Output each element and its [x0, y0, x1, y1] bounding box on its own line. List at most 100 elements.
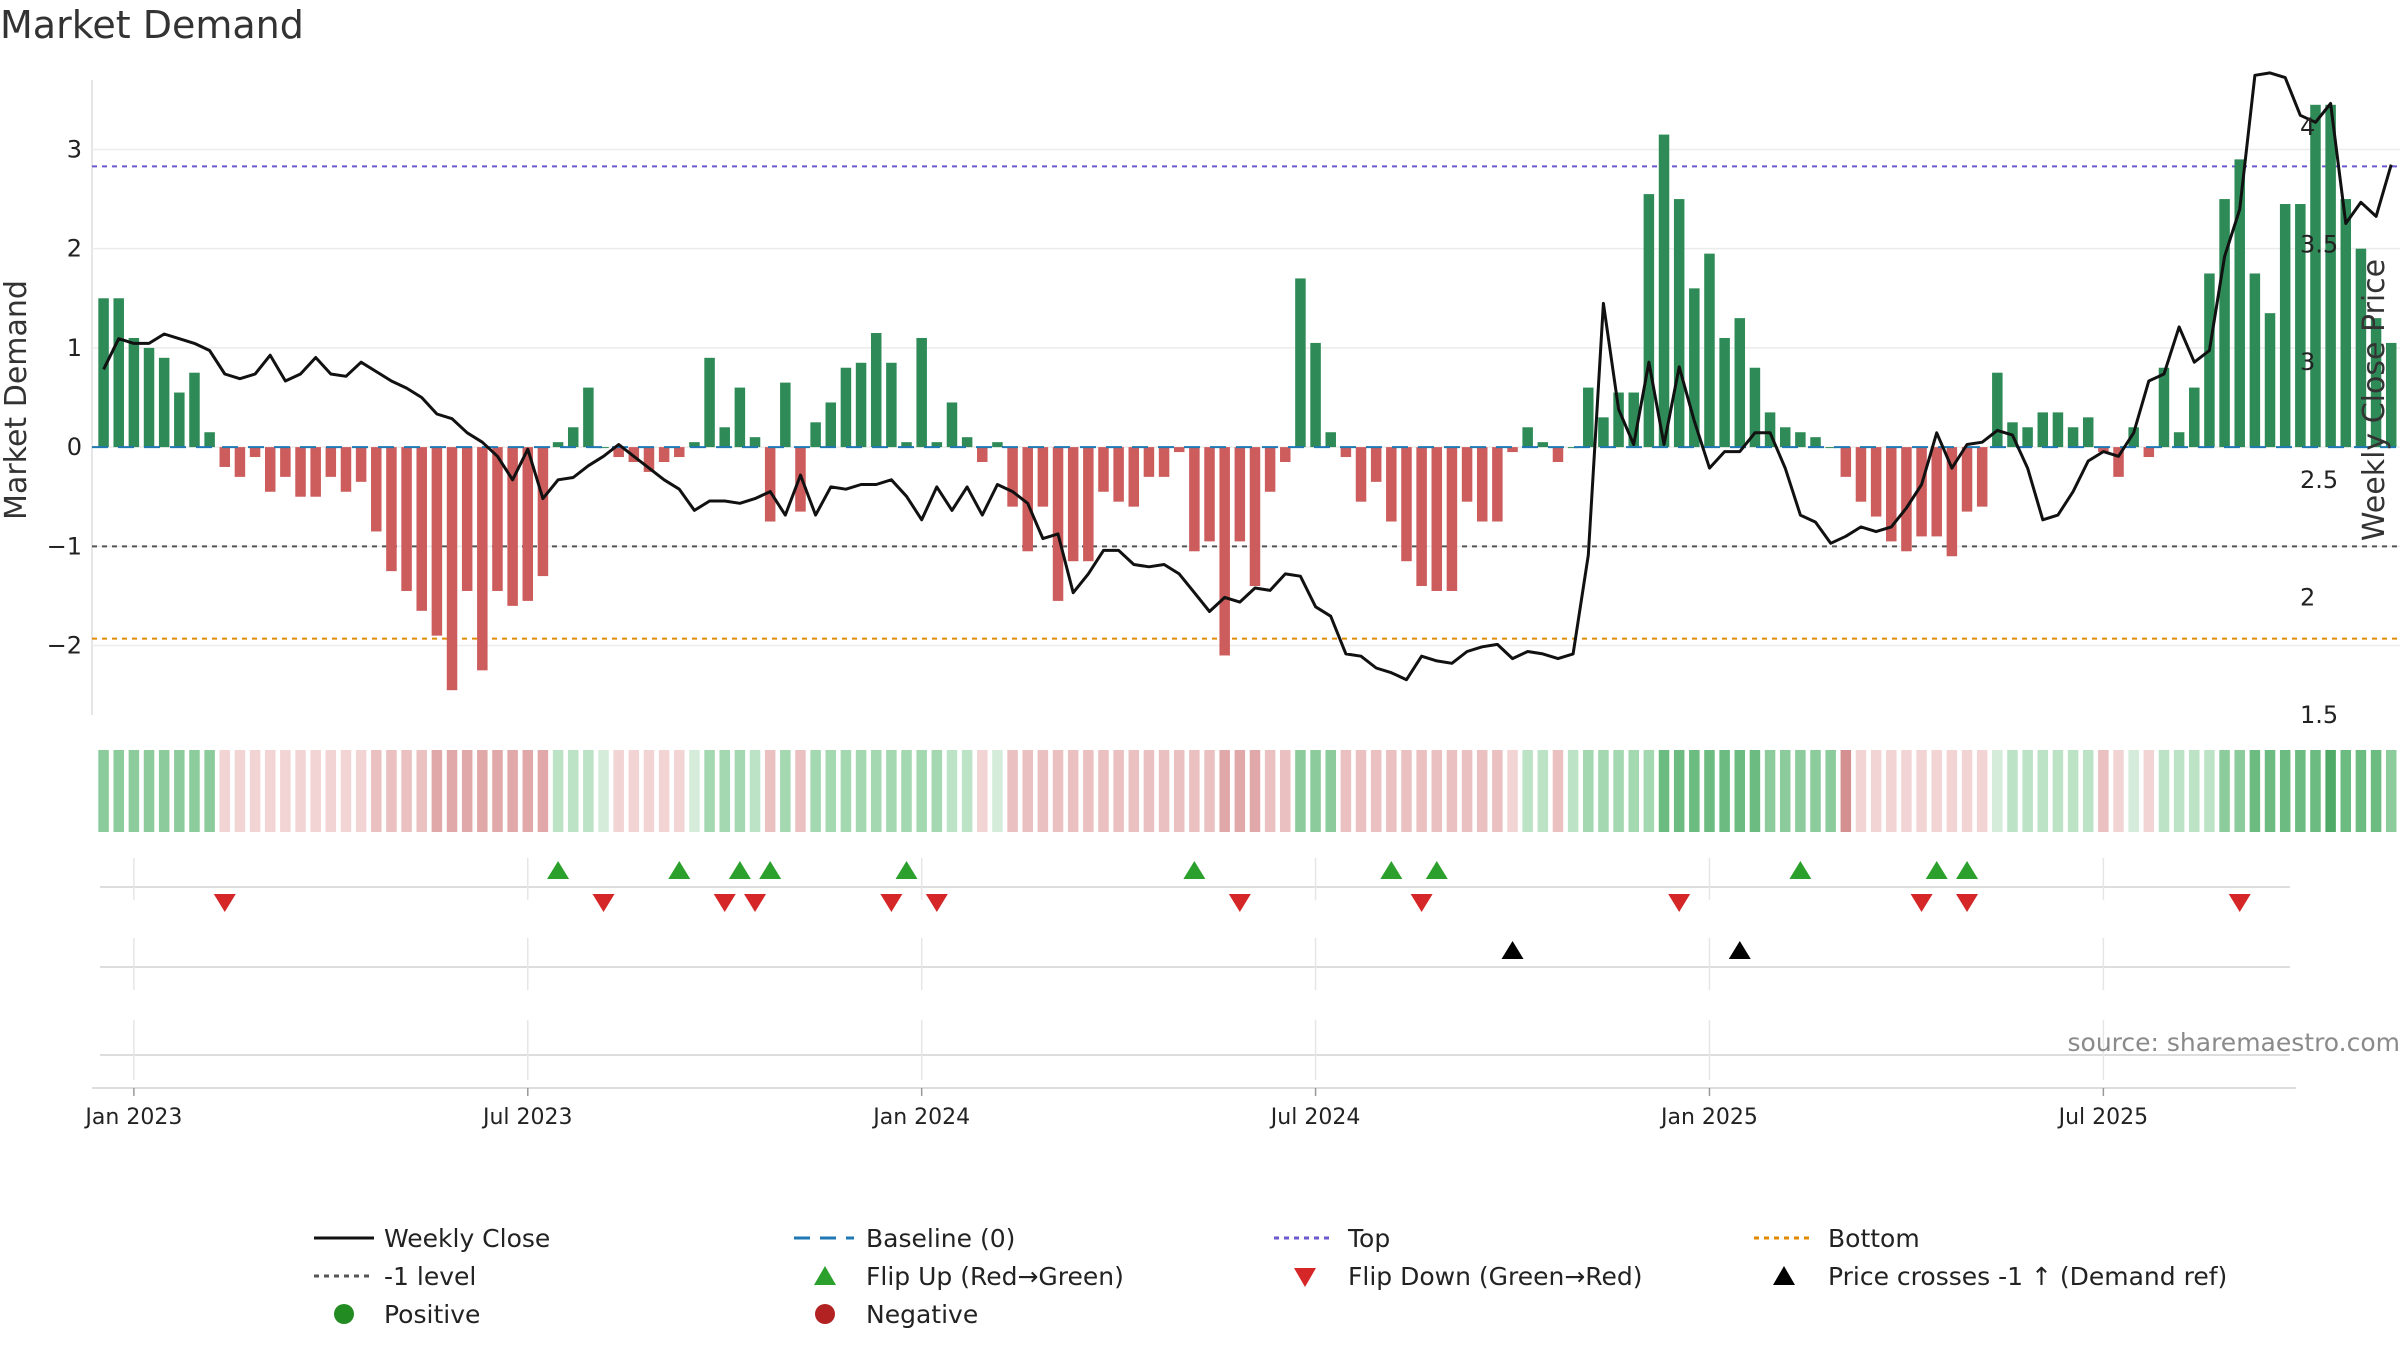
demand-bar	[2052, 412, 2064, 448]
demand-bar	[219, 447, 231, 467]
heat-strip-cell	[2325, 750, 2336, 832]
demand-bar	[977, 447, 988, 462]
heat-strip-cell	[537, 750, 549, 832]
demand-bar	[1598, 417, 1609, 448]
demand-bar	[1976, 447, 1988, 507]
demand-bar	[143, 347, 155, 448]
left-y-tick-label: 2	[67, 235, 82, 263]
demand-bar	[1113, 447, 1124, 502]
heat-strip-cell	[992, 750, 1003, 832]
flip-up-marker	[1425, 861, 1448, 879]
legend-swatch-flip-down	[1294, 1268, 1316, 1287]
demand-bar	[2082, 417, 2094, 448]
demand-bar	[416, 447, 427, 611]
demand-bar	[401, 447, 412, 591]
demand-bar	[1386, 447, 1397, 522]
heat-strip-cell	[916, 750, 927, 832]
heat-strip-cell	[764, 750, 776, 832]
legend-item-negative: Negative	[815, 1300, 978, 1329]
heat-strip-cell	[1492, 750, 1503, 832]
heat-strip-cell	[961, 750, 973, 832]
demand-bar	[961, 437, 973, 448]
heat-strip-cell	[416, 750, 427, 832]
demand-bar	[2310, 104, 2321, 448]
heat-strip-cell	[1870, 750, 1882, 832]
heat-strip-cell	[1022, 750, 1033, 832]
heat-strip-cell	[2143, 750, 2155, 832]
demand-bar	[310, 447, 321, 497]
demand-bar	[1810, 437, 1821, 448]
heat-strip-cell	[1067, 750, 1079, 832]
flip-down-marker	[2228, 894, 2251, 912]
left-axis-label: Market Demand	[0, 280, 34, 520]
demand-bar	[461, 447, 473, 591]
legend-item-flip-down: Flip Down (Green→Red)	[1294, 1262, 1643, 1291]
weekly-close-line	[102, 71, 2393, 682]
heat-strip-cell	[1764, 750, 1776, 832]
legend-label-bottom: Bottom	[1828, 1224, 1920, 1253]
demand-bar	[916, 337, 927, 448]
heat-strip-cell	[1628, 750, 1639, 832]
flip-down-marker	[1410, 894, 1433, 912]
demand-bar	[2113, 447, 2124, 477]
demand-bar	[1673, 199, 1685, 448]
demand-bar	[113, 298, 124, 448]
heat-strip-cell	[1249, 750, 1261, 832]
heat-strip-cell	[1189, 750, 1200, 832]
heat-strip-cell	[325, 750, 337, 832]
demand-bar	[2355, 248, 2367, 448]
demand-bar	[2340, 199, 2352, 448]
demand-bar	[1764, 412, 1776, 448]
flip-down-marker	[592, 894, 615, 912]
demand-bar	[870, 333, 882, 448]
legend-label-top: Top	[1347, 1224, 1390, 1253]
heat-strip-cell	[113, 750, 124, 832]
chart-title: Market Demand	[0, 3, 304, 47]
heat-strip-cell	[2279, 750, 2291, 832]
demand-bar	[2143, 447, 2155, 458]
demand-bar	[355, 447, 367, 482]
legend-item-weekly-close: Weekly Close	[314, 1224, 550, 1253]
right-y-tick-label: 1.5	[2300, 701, 2338, 729]
heat-strip-cell	[1325, 750, 1336, 832]
heat-strip-cell	[340, 750, 352, 832]
heat-strip-cell	[1613, 750, 1624, 832]
heat-strip-cell	[704, 750, 715, 832]
demand-bar	[598, 447, 609, 449]
demand-bar	[1749, 367, 1761, 448]
heat-strip-cell	[795, 750, 806, 832]
legend: Weekly Close Baseline (0) Top Bottom -1 …	[314, 1224, 2227, 1329]
demand-bar	[2370, 318, 2382, 448]
demand-bar	[98, 298, 109, 448]
flip-up-marker	[1789, 861, 1812, 879]
heat-strip-cell	[1446, 750, 1458, 832]
left-y-ticks: 3 2 1 0 −1 −2	[47, 135, 82, 659]
demand-bar	[431, 447, 443, 636]
demand-bar	[128, 337, 140, 448]
demand-bar	[1916, 447, 1927, 537]
right-axis-label: Weekly Close Price	[2357, 259, 2392, 541]
heat-strip-cell	[2340, 750, 2352, 832]
heat-strip-cell	[2249, 750, 2261, 832]
heat-strip-cell	[2052, 750, 2064, 832]
demand-bar	[583, 387, 594, 448]
demand-bar	[507, 447, 518, 606]
heat-strip-cell	[431, 750, 443, 832]
flip-up-marker	[1925, 861, 1948, 879]
left-y-tick-label: −2	[47, 632, 82, 660]
demand-bar	[2279, 204, 2291, 448]
heat-strip-cell	[189, 750, 200, 832]
demand-bar	[325, 447, 337, 477]
heat-strip-cell	[371, 750, 382, 832]
heat-strip-cell	[1552, 750, 1564, 832]
demand-bar	[477, 447, 488, 671]
heat-strip-cell	[1825, 750, 1836, 832]
heat-strip-cell	[2355, 750, 2367, 832]
heat-strip-cell	[1886, 750, 1897, 832]
left-y-tick-label: 0	[67, 433, 82, 461]
heat-strip-cell	[310, 750, 321, 832]
demand-bar	[1931, 447, 1942, 537]
demand-bar	[1886, 447, 1897, 542]
heat-strip-cell	[1916, 750, 1927, 832]
demand-bar	[1870, 447, 1882, 517]
